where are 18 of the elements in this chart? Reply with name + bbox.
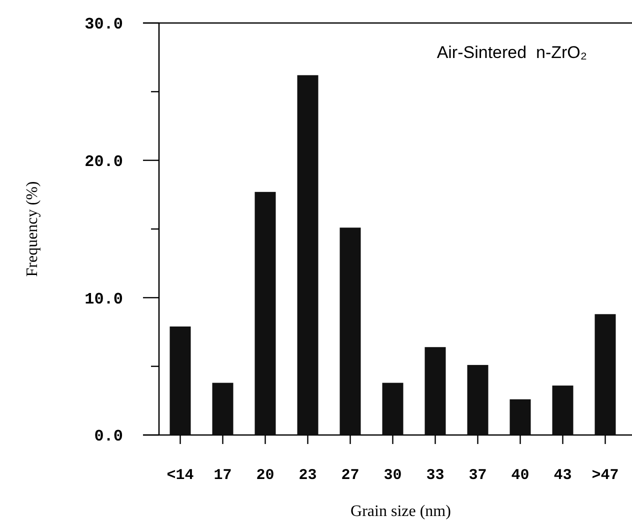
text: Air-Sintered n-ZrO₂	[436, 43, 587, 62]
x-tick-label: 30	[384, 467, 402, 484]
x-tick-label: <14	[166, 467, 194, 484]
y-tick-label: 30.0	[84, 16, 123, 34]
y-tick-label: 10.0	[84, 290, 123, 308]
y-tick-label: 0.0	[94, 428, 123, 446]
x-tick-label: 37	[468, 467, 487, 484]
x-axis-title: Grain size (nm)	[350, 503, 451, 520]
x-tick-label: 23	[298, 467, 317, 484]
x-tick-label: 33	[426, 467, 444, 484]
y-axis-title: Frequency (%)	[24, 181, 41, 277]
x-tick-label: 43	[554, 467, 572, 484]
y-tick-label: 20.0	[84, 152, 123, 171]
x-tick-label: >47	[592, 467, 619, 484]
x-tick-label: 20	[256, 467, 274, 484]
x-tick-label: 27	[341, 467, 360, 484]
x-tick-label: 17	[214, 467, 232, 484]
x-tick-label: 40	[511, 467, 530, 484]
